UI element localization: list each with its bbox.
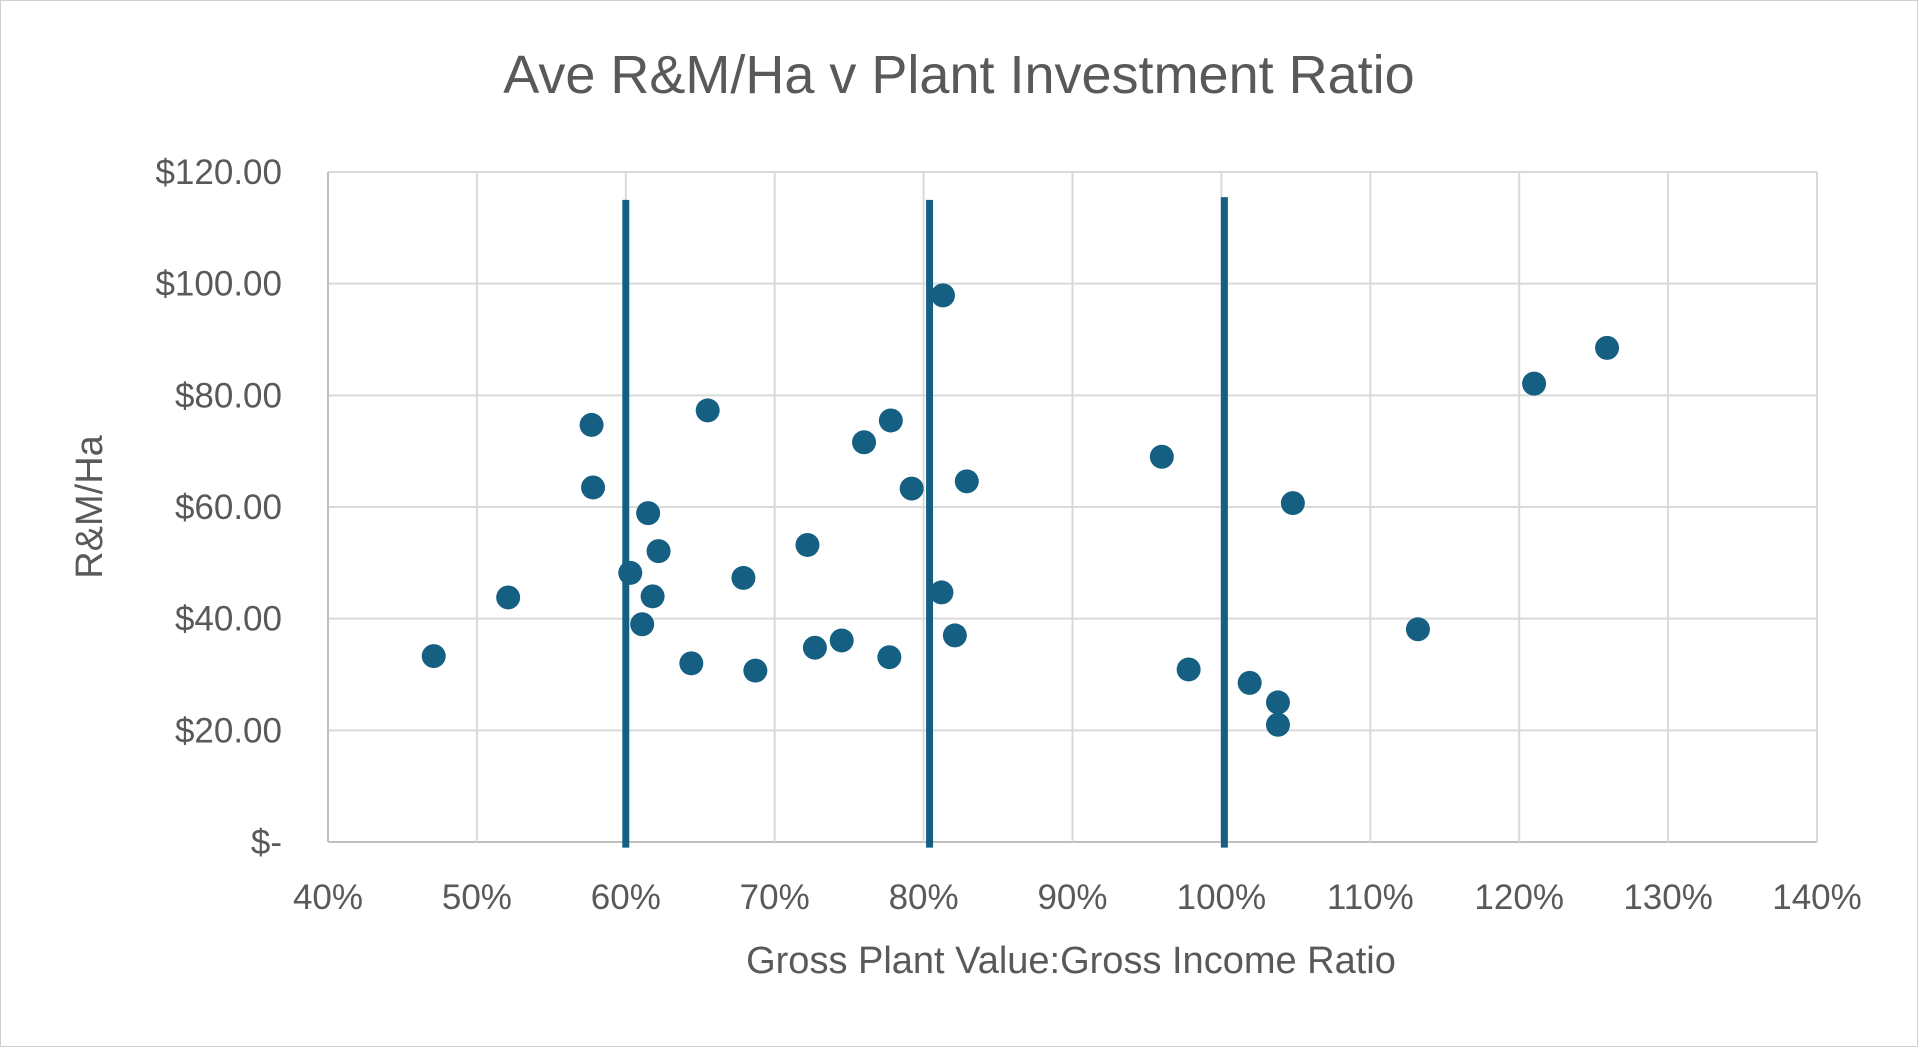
y-axis-label: R&M/Ha: [69, 434, 111, 578]
data-point: [930, 283, 955, 308]
data-point: [1280, 491, 1305, 516]
x-axis-label: Gross Plant Value:Gross Income Ratio: [746, 940, 1396, 982]
data-point: [929, 580, 954, 605]
data-points: [421, 283, 1620, 737]
data-point: [1265, 690, 1290, 715]
data-point: [421, 644, 446, 669]
y-tick-label: $60.00: [175, 488, 282, 527]
data-point: [1176, 657, 1201, 682]
data-point: [496, 585, 521, 610]
y-tick-label: $100.00: [155, 265, 282, 304]
data-point: [1522, 371, 1547, 396]
data-point: [579, 412, 604, 437]
x-tick-label: 120%: [1474, 878, 1564, 917]
x-tick-label: 50%: [442, 878, 512, 917]
data-point: [829, 628, 854, 653]
chart-title: Ave R&M/Ha v Plant Investment Ratio: [503, 45, 1414, 105]
y-tick-label: $20.00: [175, 711, 282, 750]
data-point: [630, 612, 655, 637]
x-tick-label: 80%: [889, 878, 959, 917]
data-point: [581, 475, 606, 500]
data-point: [1595, 335, 1620, 360]
data-point: [877, 645, 902, 670]
data-point: [1237, 670, 1262, 695]
tick-labels: $- $20.00 $40.00 $60.00 $80.00 $100.00 $120.00…: [155, 153, 1861, 917]
y-tick-label: $80.00: [175, 376, 282, 415]
data-point: [954, 469, 979, 494]
data-point: [1149, 444, 1174, 469]
x-tick-label: 110%: [1327, 878, 1414, 917]
data-point: [646, 539, 671, 564]
data-point: [795, 532, 820, 557]
reference-lines: [622, 197, 1228, 848]
x-tick-label: 40%: [293, 878, 363, 917]
gridlines: [327, 171, 1818, 843]
data-point: [1265, 712, 1290, 737]
data-point: [852, 430, 877, 455]
data-point: [743, 658, 768, 683]
y-tick-label: $120.00: [155, 153, 282, 192]
data-point: [640, 584, 665, 609]
x-tick-label: 90%: [1037, 878, 1107, 917]
y-tick-label: $-: [251, 823, 282, 862]
data-point: [679, 651, 704, 676]
data-point: [695, 398, 720, 423]
x-tick-label: 60%: [591, 878, 661, 917]
data-point: [899, 476, 924, 501]
data-point: [878, 408, 903, 433]
data-point: [636, 501, 661, 526]
data-point: [802, 635, 827, 660]
data-point: [942, 623, 967, 648]
x-tick-label: 100%: [1177, 878, 1267, 917]
x-tick-label: 70%: [740, 878, 810, 917]
y-tick-label: $40.00: [175, 600, 282, 639]
x-tick-label: 130%: [1623, 878, 1713, 917]
data-point: [618, 560, 643, 585]
x-tick-label: 140%: [1772, 878, 1862, 917]
data-point: [731, 565, 756, 590]
data-point: [1405, 617, 1430, 642]
